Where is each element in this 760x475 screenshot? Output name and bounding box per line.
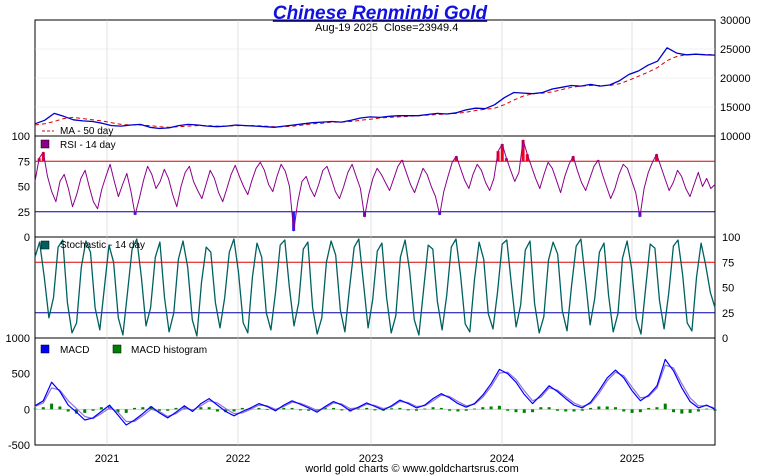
stochastic-legend-swatch: [40, 240, 50, 250]
macd-y-tick: 1000: [6, 333, 30, 345]
rsi-panel-frame: [34, 135, 716, 238]
rsi-legend-label: RSI - 14 day: [60, 140, 116, 151]
stochastic-panel-frame: [34, 236, 716, 339]
macd-panel-frame: [34, 337, 716, 446]
rsi-y-tick: 100: [12, 131, 30, 143]
tick-labels: 2021 2022 2023 2024 202530000250002000015000…: [6, 15, 751, 465]
ma-legend-label: MA - 50 day: [60, 126, 113, 137]
macd-legend-label: MACD: [60, 345, 89, 356]
stochastic-legend: Stochastic - 14 day: [40, 240, 145, 251]
macd-histogram-legend-swatch: [112, 344, 122, 354]
rsi-legend: RSI - 14 day: [40, 139, 116, 151]
price-y-tick: 20000: [720, 73, 751, 85]
x-tick-label: 2024: [490, 453, 514, 465]
macd-legend: MACD MACD histogram: [40, 344, 207, 356]
macd-y-tick: 500: [12, 369, 30, 381]
stoch-y-tick: 50: [722, 283, 734, 295]
price-y-tick: 10000: [720, 131, 751, 143]
stoch-y-tick: 0: [722, 333, 728, 345]
x-tick-label: 2023: [359, 453, 383, 465]
stochastic-legend-label: Stochastic - 14 day: [60, 240, 145, 251]
stochastic-line: [34, 238, 716, 337]
macd-legend-swatch: [40, 344, 50, 354]
x-tick-label: 2021: [95, 453, 119, 465]
rsi-y-tick: 75: [18, 156, 30, 168]
macd-y-tick: 0: [24, 404, 30, 416]
x-tick-label: 2022: [226, 453, 250, 465]
rsi-y-tick: 0: [24, 232, 30, 244]
chart-close: Close=23949.4: [384, 22, 458, 34]
rsi-line: [34, 139, 716, 232]
price-line: [34, 47, 716, 130]
macd-y-tick: -500: [8, 440, 30, 452]
price-legend: MA - 50 day: [42, 126, 113, 137]
stoch-y-tick: 75: [722, 257, 734, 269]
price-y-tick: 30000: [720, 15, 751, 27]
chart-footer: world gold charts © www.goldchartsrus.co…: [304, 463, 519, 475]
macd-signal-line: [34, 364, 716, 423]
data-marks: [33, 47, 717, 426]
chart-title: Chinese Renminbi Gold: [273, 3, 488, 24]
macd-line: [34, 358, 716, 426]
price-y-tick: 25000: [720, 44, 751, 56]
rsi-y-tick: 50: [18, 182, 30, 194]
stoch-y-tick: 100: [722, 232, 740, 244]
price-y-tick: 15000: [720, 102, 751, 114]
ma-50-line: [34, 53, 716, 128]
x-tick-label: 2025: [620, 453, 644, 465]
stoch-y-tick: 25: [722, 308, 734, 320]
macd-histogram-legend-label: MACD histogram: [131, 345, 207, 356]
chart-date: Aug-19 2025: [315, 22, 378, 34]
rsi-legend-swatch: [40, 139, 50, 149]
rsi-y-tick: 25: [18, 207, 30, 219]
grid-lines: [35, 20, 715, 445]
